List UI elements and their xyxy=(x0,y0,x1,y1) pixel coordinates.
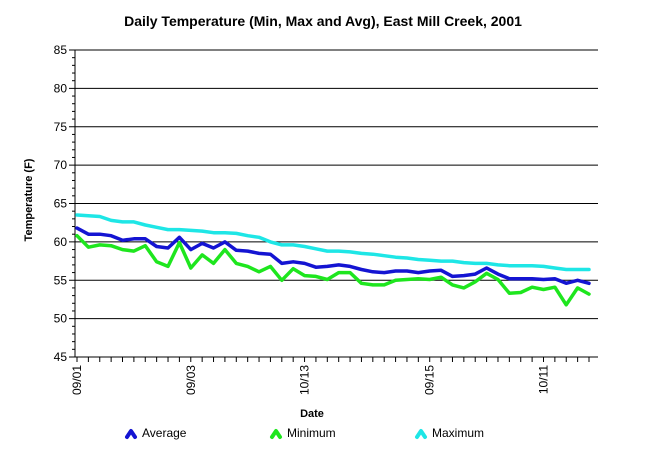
y-tick-label: 45 xyxy=(54,350,68,364)
x-tick-label: 10/13 xyxy=(298,365,312,395)
series-line-average xyxy=(75,226,591,286)
grid-lines xyxy=(75,49,598,320)
legend-swatch-maximum xyxy=(415,429,427,439)
y-axis-title: Temperature (F) xyxy=(23,158,35,241)
x-tick-label: 09/15 xyxy=(423,365,437,395)
legend-label-average: Average xyxy=(142,426,187,440)
x-axis-title: Date xyxy=(300,408,324,420)
axes xyxy=(69,49,598,362)
chart-title: Daily Temperature (Min, Max and Avg), Ea… xyxy=(124,13,522,29)
series-line-minimum xyxy=(75,233,591,307)
legend-swatch-average xyxy=(125,429,137,439)
series-lines xyxy=(75,213,591,307)
tick-labels: 45 50 55 60 65 70 75 80 85 09/01 09/03 10/13 09/15 10… xyxy=(54,43,551,395)
x-tick-label: 10/11 xyxy=(536,365,550,394)
y-tick-label: 60 xyxy=(54,235,68,249)
y-tick-label: 70 xyxy=(54,158,68,172)
y-tick-label: 75 xyxy=(54,120,68,134)
y-tick-label: 65 xyxy=(54,197,68,211)
x-tick-label: 09/03 xyxy=(184,365,198,395)
y-tick-label: 80 xyxy=(54,81,68,95)
legend: Average Minimum Maximum xyxy=(125,426,484,440)
series-line-maximum xyxy=(75,213,591,272)
legend-label-minimum: Minimum xyxy=(287,426,336,440)
x-tick-label: 09/01 xyxy=(70,365,84,395)
y-tick-label: 55 xyxy=(54,273,68,287)
legend-label-maximum: Maximum xyxy=(432,426,484,440)
y-tick-label: 50 xyxy=(54,312,68,326)
legend-swatch-minimum xyxy=(270,429,282,439)
y-tick-label: 85 xyxy=(54,43,68,57)
